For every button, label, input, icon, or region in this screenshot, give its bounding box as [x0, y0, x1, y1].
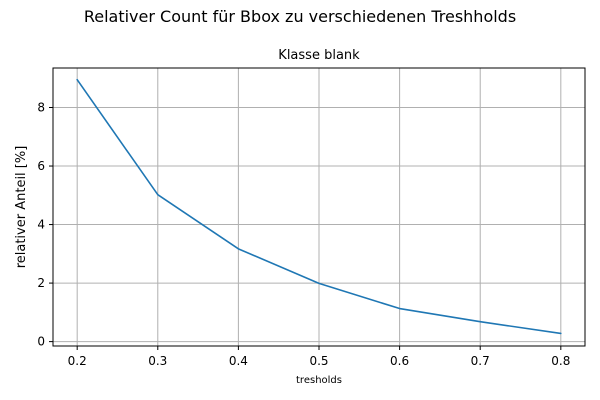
x-tick-label: 0.8	[551, 354, 570, 368]
y-tick-label: 6	[37, 159, 45, 173]
x-tick-label: 0.2	[68, 354, 87, 368]
y-tick-label: 0	[37, 335, 45, 349]
y-tick-label: 4	[37, 218, 45, 232]
x-tick-label: 0.7	[471, 354, 490, 368]
chart-subtitle: Klasse blank	[278, 48, 360, 63]
x-tick-label: 0.3	[148, 354, 167, 368]
axis-ticks: 0.2 0.3 0.4 0.5 0.6 0.7 0.8 0 2 4 6 8	[37, 101, 570, 368]
chart-title: Relativer Count für Bbox zu verschiedene…	[84, 7, 516, 26]
plot-frame	[52, 67, 586, 347]
x-tick-label: 0.5	[309, 354, 328, 368]
y-axis-label: relativer Anteil [%]	[14, 146, 29, 269]
grid	[53, 68, 585, 346]
y-tick-label: 8	[37, 101, 45, 115]
series-line	[76, 78, 562, 335]
series-layer	[76, 78, 562, 335]
x-tick-label: 0.6	[390, 354, 409, 368]
x-tick-label: 0.4	[229, 354, 248, 368]
x-axis-label: tresholds	[296, 375, 342, 386]
y-tick-label: 2	[37, 276, 45, 290]
